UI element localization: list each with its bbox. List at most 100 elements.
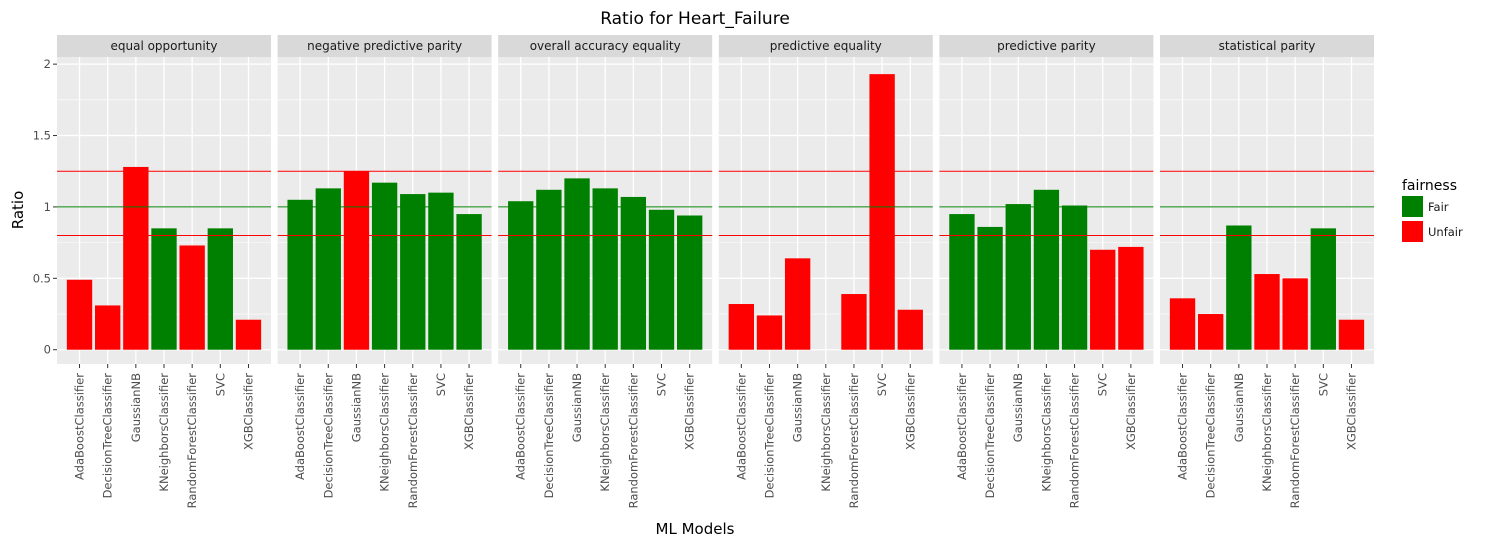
x-tick-label: SVC — [1096, 373, 1110, 396]
bar-KNeighborsClassifier — [151, 228, 177, 350]
chart-panels: equal opportunity AdaBoostClassifier Decis… — [57, 35, 1374, 508]
bar-RandomForestClassifier — [841, 294, 867, 350]
x-tick-label: RandomForestClassifier — [1288, 373, 1302, 509]
bar-DecisionTreeClassifier — [536, 189, 562, 350]
chart-title: Ratio for Heart_Failure — [600, 9, 790, 29]
facet-label: predictive parity — [997, 39, 1096, 53]
bar-SVC — [428, 192, 454, 350]
bar-AdaBoostClassifier — [949, 214, 975, 350]
bar-AdaBoostClassifier — [728, 304, 754, 350]
x-tick-label: GaussianNB — [1232, 373, 1246, 442]
x-axis-title: ML Models — [656, 520, 735, 538]
bar-DecisionTreeClassifier — [95, 305, 121, 350]
x-tick-label: SVC — [434, 373, 448, 396]
x-tick-label: AdaBoostClassifier — [514, 373, 528, 480]
bar-GaussianNB — [784, 258, 811, 350]
y-tick-label: 0 — [44, 343, 51, 357]
x-tick-label: KNeighborsClassifier — [1260, 373, 1274, 492]
panel-overall-accuracy-equality: overall accuracy equality AdaBoostClassif… — [498, 35, 713, 509]
x-tick-label: KNeighborsClassifier — [378, 373, 392, 492]
bar-DecisionTreeClassifier — [1198, 314, 1224, 350]
panel-equal-opportunity: equal opportunity AdaBoostClassifier Decis… — [57, 35, 271, 508]
facet-label: predictive equality — [770, 39, 882, 53]
panel-negative-predictive-parity: negative predictive parity AdaBoostClassi… — [277, 35, 492, 508]
legend-title: fairness — [1402, 178, 1457, 194]
bar-RandomForestClassifier — [1061, 205, 1088, 350]
bar-DecisionTreeClassifier — [977, 226, 1003, 350]
x-tick-label: GaussianNB — [570, 373, 584, 442]
y-tick-label: 1 — [44, 200, 51, 214]
bar-RandomForestClassifier — [400, 194, 426, 350]
bar-AdaBoostClassifier — [66, 279, 93, 350]
legend-label: Fair — [1428, 200, 1449, 214]
y-tick-label: 1.5 — [33, 129, 51, 143]
y-axis: 0 0.5 1 1.5 2 — [33, 57, 57, 357]
facet-label: statistical parity — [1219, 39, 1316, 53]
facet-strip — [277, 35, 492, 57]
x-tick-label: AdaBoostClassifier — [955, 373, 969, 480]
legend: fairness Fair Unfair — [1402, 178, 1463, 242]
y-tick-label: 0.5 — [33, 271, 51, 285]
x-tick-label: KNeighborsClassifier — [598, 373, 612, 492]
x-tick-label: AdaBoostClassifier — [293, 373, 307, 480]
x-tick-label: SVC — [213, 373, 227, 396]
bar-KNeighborsClassifier — [592, 188, 618, 350]
bar-SVC — [869, 74, 895, 350]
bar-RandomForestClassifier — [620, 196, 647, 350]
bar-GaussianNB — [564, 178, 590, 350]
facet-strip — [1160, 35, 1374, 57]
bar-KNeighborsClassifier — [1033, 189, 1060, 350]
bar-XGBClassifier — [235, 319, 262, 350]
x-tick-label: KNeighborsClassifier — [819, 373, 833, 492]
panel-predictive-parity: predictive parity AdaBoostClassifier Decis… — [939, 35, 1154, 508]
x-tick-label: GaussianNB — [1011, 373, 1025, 442]
bar-KNeighborsClassifier — [371, 182, 398, 350]
bar-AdaBoostClassifier — [508, 201, 534, 350]
x-tick-label: KNeighborsClassifier — [1039, 373, 1053, 492]
x-tick-label: XGBClassifier — [1344, 373, 1358, 450]
facet-label: negative predictive parity — [307, 39, 462, 53]
x-tick-label: RandomForestClassifier — [626, 373, 640, 509]
bar-DecisionTreeClassifier — [315, 188, 341, 350]
x-tick-label: AdaBoostClassifier — [73, 373, 87, 480]
x-tick-label: DecisionTreeClassifier — [542, 373, 556, 499]
bar-SVC — [648, 209, 675, 350]
facet-strip — [939, 35, 1154, 57]
bar-KNeighborsClassifier — [1254, 274, 1280, 350]
panel-predictive-equality: predictive equality AdaBoostClassifier Dec… — [718, 35, 933, 508]
facet-strip — [498, 35, 713, 57]
x-tick-label: DecisionTreeClassifier — [101, 373, 115, 499]
x-tick-label: DecisionTreeClassifier — [983, 373, 997, 499]
x-tick-label: RandomForestClassifier — [185, 373, 199, 509]
bar-XGBClassifier — [1338, 319, 1365, 350]
x-tick-label: DecisionTreeClassifier — [1204, 373, 1218, 499]
x-tick-label: AdaBoostClassifier — [734, 373, 748, 480]
bar-XGBClassifier — [1118, 246, 1144, 350]
bar-XGBClassifier — [456, 214, 482, 350]
bar-GaussianNB — [1226, 225, 1252, 350]
x-tick-label: XGBClassifier — [462, 373, 476, 450]
bar-SVC — [207, 228, 233, 350]
x-tick-label: XGBClassifier — [903, 373, 917, 450]
x-tick-label: XGBClassifier — [241, 373, 255, 450]
x-tick-label: GaussianNB — [349, 373, 363, 442]
bar-GaussianNB — [123, 166, 149, 350]
legend-label: Unfair — [1428, 225, 1463, 239]
x-tick-label: AdaBoostClassifier — [1176, 373, 1190, 480]
bar-SVC — [1310, 228, 1336, 350]
facet-strip — [57, 35, 271, 57]
x-tick-label: DecisionTreeClassifier — [321, 373, 335, 499]
x-tick-label: GaussianNB — [129, 373, 143, 442]
bar-XGBClassifier — [897, 309, 923, 350]
x-tick-label: XGBClassifier — [1124, 373, 1138, 450]
legend-swatch-fair — [1402, 196, 1423, 217]
x-tick-label: KNeighborsClassifier — [157, 373, 171, 492]
x-tick-label: SVC — [875, 373, 889, 396]
bar-AdaBoostClassifier — [287, 199, 313, 350]
x-tick-label: SVC — [1316, 373, 1330, 396]
facet-strip — [718, 35, 933, 57]
facet-label: overall accuracy equality — [530, 39, 681, 53]
bar-XGBClassifier — [677, 215, 703, 350]
bar-SVC — [1090, 249, 1116, 350]
